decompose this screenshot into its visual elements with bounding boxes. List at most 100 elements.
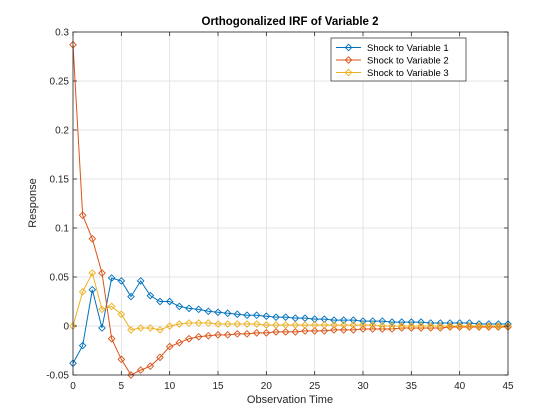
series-3-point <box>252 320 261 328</box>
series-2 <box>69 40 512 379</box>
series-2-point <box>146 362 155 371</box>
series-2-point <box>291 328 300 336</box>
legend-entry-label: Shock to Variable 3 <box>367 68 449 79</box>
series-2-point <box>281 328 290 336</box>
series-1-point <box>98 324 106 332</box>
series-1-point <box>78 341 87 350</box>
series-3-point <box>465 322 474 330</box>
series-3-point <box>262 321 271 329</box>
series-3-point <box>243 320 251 328</box>
y-tick-label: -0.05 <box>46 371 69 382</box>
series-3-point <box>146 324 155 332</box>
x-tick-label: 20 <box>261 381 273 392</box>
series-2-point <box>349 326 358 334</box>
series-2-point <box>117 355 126 364</box>
series-3-point <box>291 321 300 329</box>
series-1-point <box>281 313 290 322</box>
series-3-point <box>368 321 377 329</box>
series-2-point <box>107 334 116 343</box>
series-3-point <box>223 320 232 328</box>
series-1-point <box>204 307 213 316</box>
series-1-point <box>368 317 377 325</box>
x-tick-label: 40 <box>454 381 466 392</box>
chart-title: Orthogonalized IRF of Variable 2 <box>202 16 379 28</box>
series-2-point <box>165 342 174 351</box>
x-axis-label: Observation Time <box>247 394 333 406</box>
series-1-point <box>272 313 280 322</box>
series-3-point <box>417 322 425 330</box>
series-3-point <box>330 321 338 329</box>
series-1-point <box>88 285 97 294</box>
series-3-point <box>78 287 87 296</box>
series-1-point <box>262 312 271 321</box>
series-3-point <box>494 322 503 330</box>
legend-entry-label: Shock to Variable 1 <box>367 43 449 54</box>
series-2-point <box>175 338 184 347</box>
x-tick-label: 45 <box>502 381 514 392</box>
series-2-line <box>72 44 508 376</box>
series-2-point <box>310 327 319 335</box>
series-1-point <box>214 308 222 317</box>
y-tick-label: 0.15 <box>50 175 70 186</box>
series-3-line <box>72 271 508 331</box>
series-1-point <box>136 277 145 285</box>
series-1-point <box>165 297 174 306</box>
legend-swatch-marker <box>344 43 353 52</box>
legend-swatch-marker <box>344 56 353 64</box>
series-2-point <box>252 329 261 337</box>
x-tick-label: 25 <box>309 381 321 392</box>
series-2-point <box>214 330 222 339</box>
series-1-point <box>233 310 242 319</box>
series-3-point <box>127 326 135 334</box>
series-3-point <box>165 322 174 330</box>
series-1-point <box>330 316 338 324</box>
series-3-point <box>185 319 193 327</box>
series-3-point <box>388 322 396 330</box>
series-1-point <box>117 277 126 285</box>
series-1-point <box>194 305 203 314</box>
series-2-point <box>136 366 145 374</box>
series-3-point <box>107 302 116 311</box>
series-3-point <box>310 321 319 329</box>
series-1-point <box>175 302 184 311</box>
y-tick-label: 0.3 <box>55 28 69 39</box>
series-1-point <box>185 304 193 313</box>
series-3-point <box>455 322 464 330</box>
series-2-point <box>88 234 97 243</box>
y-tick-label: 0.1 <box>55 224 69 235</box>
series-3-point <box>117 310 126 319</box>
series-3-point <box>204 319 213 327</box>
series-2-point <box>204 331 213 340</box>
series-1-point <box>359 317 367 325</box>
series-2-point <box>388 325 396 333</box>
series-2-point <box>339 326 348 334</box>
series-3-point <box>214 320 222 328</box>
series-2-point <box>98 269 106 277</box>
series-3-point <box>301 321 309 329</box>
series-3-point <box>88 269 97 277</box>
series-2-point <box>185 334 193 343</box>
legend-entry-label: Shock to Variable 2 <box>367 55 449 66</box>
series-2-point <box>243 330 251 338</box>
y-tick-label: 0.05 <box>50 273 70 284</box>
y-axis-label: Response <box>27 178 39 228</box>
series-1-point <box>146 291 155 300</box>
series-1-point <box>349 316 358 324</box>
series-2-point <box>78 211 87 220</box>
series-1-point <box>378 317 387 325</box>
series-2-point <box>233 330 242 338</box>
y-tick-label: 0 <box>63 322 69 333</box>
series-3-point <box>436 322 445 330</box>
x-tick-label: 30 <box>357 381 369 392</box>
series-2-point <box>301 327 309 335</box>
series-1-point <box>223 309 232 318</box>
series-2-point <box>359 325 367 333</box>
series-3-point <box>426 322 435 330</box>
series-3-point <box>281 321 290 329</box>
series-1-point <box>252 311 261 320</box>
series-3-point <box>475 322 483 330</box>
y-tick-label: 0.2 <box>55 126 69 137</box>
series-2-point <box>320 327 329 335</box>
